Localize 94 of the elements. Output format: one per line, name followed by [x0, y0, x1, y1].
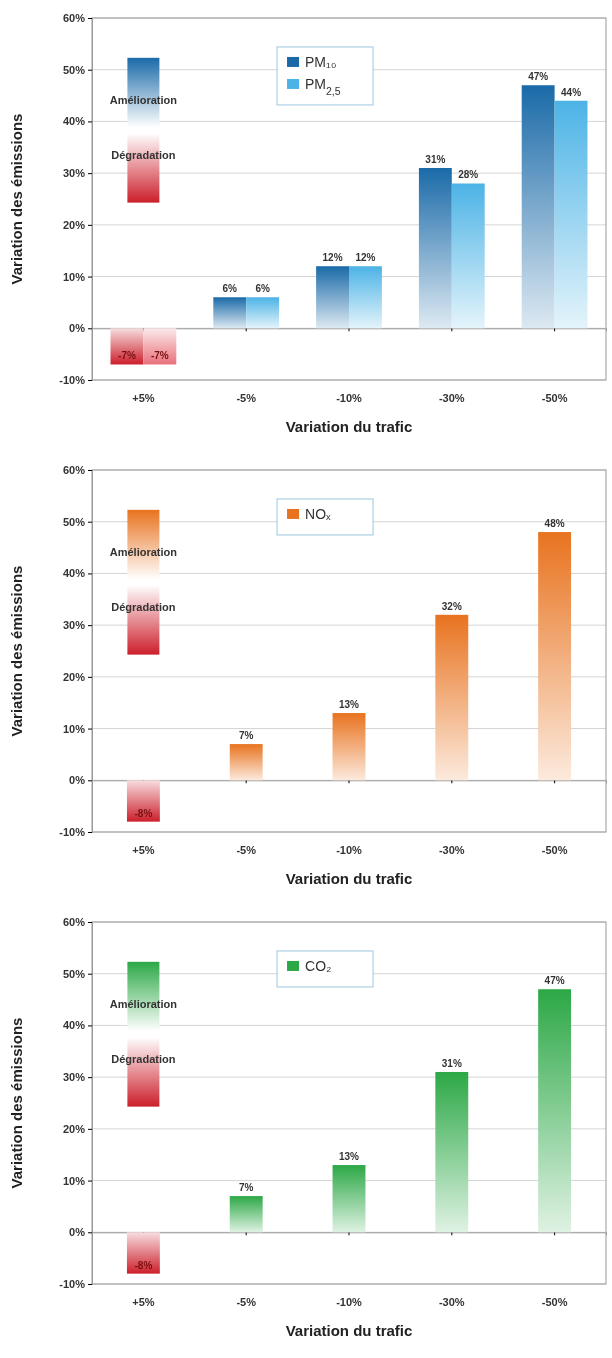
x-tick-label: -5% [236, 392, 257, 404]
x-tick-label: -50% [541, 1296, 568, 1308]
y-tick-label: -10% [59, 1278, 86, 1291]
bar [316, 266, 349, 329]
y-tick-label: 0% [69, 1226, 86, 1239]
data-label: 7% [238, 730, 254, 742]
data-label: 47% [528, 71, 549, 83]
x-axis-title: Variation du trafic [285, 1322, 413, 1339]
bar [246, 297, 280, 329]
x-tick-label: -5% [236, 1296, 257, 1308]
data-label: 13% [338, 1151, 360, 1163]
data-label: -8% [134, 1259, 153, 1271]
x-axis-title: Variation du trafic [285, 870, 413, 887]
x-tick-label: +5% [132, 1296, 155, 1308]
y-tick-label: 30% [62, 167, 86, 180]
x-tick-label: +5% [132, 392, 155, 404]
y-tick-label: 20% [62, 218, 86, 231]
legend-label: CO₂ [305, 957, 332, 974]
x-tick-label: -50% [541, 392, 568, 404]
y-tick-label: 30% [62, 619, 86, 632]
x-tick-label: -10% [336, 1296, 363, 1308]
data-label: 6% [255, 283, 270, 295]
data-label: -8% [134, 807, 153, 819]
x-tick-label: -30% [438, 392, 465, 404]
annotation: Dégradation [111, 149, 176, 162]
x-tick-label: -30% [438, 844, 465, 856]
legend-label: PM$_{2,5}$ [305, 75, 341, 97]
annotation: Amélioration [109, 998, 178, 1011]
data-label: 28% [458, 169, 479, 181]
annotation: Amélioration [109, 94, 178, 107]
y-tick-label: -10% [59, 826, 86, 839]
bar [435, 614, 469, 781]
y-tick-label: 0% [69, 774, 86, 787]
bar [538, 989, 572, 1233]
bar [418, 167, 452, 329]
data-label: 31% [425, 153, 446, 165]
y-tick-label: 60% [62, 464, 86, 477]
data-label: 13% [338, 699, 360, 711]
bar [332, 713, 366, 781]
y-tick-label: -10% [59, 374, 86, 387]
data-label: 31% [441, 1057, 462, 1069]
x-tick-label: -10% [336, 844, 363, 856]
y-tick-label: 20% [62, 1122, 86, 1135]
x-tick-label: +5% [132, 844, 155, 856]
bar [349, 266, 382, 329]
x-axis-title: Variation du trafic [285, 418, 413, 435]
y-tick-label: 60% [62, 12, 86, 25]
data-label: 12% [322, 252, 343, 264]
y-tick-label: 10% [62, 1174, 86, 1187]
bar [435, 1071, 469, 1233]
bar [538, 532, 572, 781]
bar [332, 1165, 366, 1233]
x-tick-label: -10% [336, 392, 363, 404]
bar [229, 1196, 263, 1233]
y-tick-label: 50% [62, 967, 86, 980]
data-label: 32% [441, 600, 462, 612]
y-axis-title: Variation des émissions [8, 565, 25, 737]
annotation: Dégradation [111, 601, 176, 614]
x-tick-label: -50% [541, 844, 568, 856]
y-tick-label: 10% [62, 722, 86, 735]
data-label: 6% [222, 283, 238, 295]
data-label: 7% [238, 1182, 254, 1194]
y-tick-label: 60% [62, 916, 86, 929]
y-tick-label: 40% [62, 115, 86, 128]
y-tick-label: 30% [62, 1071, 86, 1084]
data-label: 47% [544, 975, 565, 987]
y-tick-label: 50% [62, 515, 86, 528]
data-label: 12% [355, 252, 376, 264]
y-tick-label: 40% [62, 1019, 86, 1032]
bar [213, 297, 247, 329]
data-label: -7% [150, 350, 169, 362]
y-tick-label: 40% [62, 567, 86, 580]
bar [554, 100, 588, 329]
data-label: 48% [544, 518, 565, 530]
bar [521, 85, 555, 329]
bar [126, 780, 160, 822]
bar [126, 1232, 160, 1274]
x-tick-label: -5% [236, 844, 257, 856]
bar [143, 328, 177, 365]
annotation: Amélioration [109, 546, 178, 559]
legend-label: PM₁₀ [305, 53, 337, 70]
bar [451, 183, 485, 329]
y-tick-label: 20% [62, 670, 86, 683]
y-tick-label: 50% [62, 63, 86, 76]
y-axis-title: Variation des émissions [8, 1017, 25, 1189]
y-tick-label: 10% [62, 270, 86, 283]
bar [229, 744, 263, 781]
annotation: Dégradation [111, 1053, 176, 1066]
data-label: 44% [561, 86, 582, 98]
data-label: -7% [118, 350, 136, 362]
x-tick-label: -30% [438, 1296, 465, 1308]
legend-label: NOₓ [305, 505, 332, 522]
y-tick-label: 0% [69, 322, 86, 335]
y-axis-title: Variation des émissions [8, 113, 25, 285]
